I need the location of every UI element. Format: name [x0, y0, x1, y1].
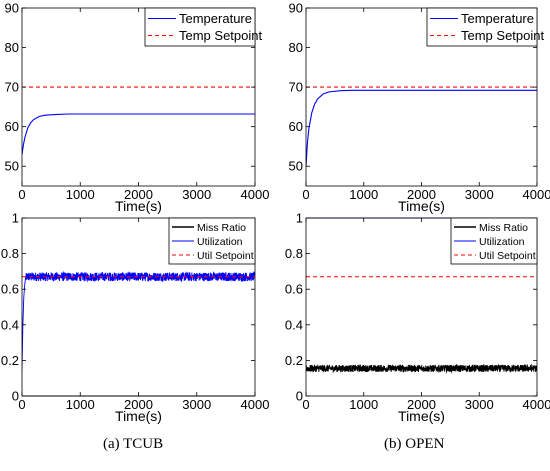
tcub-temp-xtick-label: 3000 [182, 187, 211, 202]
tcub-util-xlabel: Time(s) [115, 408, 162, 424]
tcub-temp-legend-box [144, 7, 256, 47]
tcub-util-ytick-label: 1 [12, 211, 19, 226]
tcub-util-legend-label: Utilization [197, 236, 243, 248]
open-util-ytick-label: 0 [296, 389, 303, 404]
open-temp-plot-area [306, 86, 537, 167]
open-temp-ytick-label: 90 [289, 1, 303, 16]
tcub-util-series-utilization [22, 270, 255, 370]
tcub-util-chart: 0 1000 2000 3000 4000 0 0.2 0.4 0.6 0.8 1 Time(s) Mi… [1, 211, 270, 425]
tcub-temp-ytick-label: 70 [5, 80, 19, 95]
open-temp-xtick-label: 4000 [523, 187, 550, 202]
tcub-temp-legend-label: Temperature [179, 11, 252, 26]
tcub-util-xtick-label: 0 [18, 397, 25, 412]
open-temp-xtick-label: 2000 [407, 187, 436, 202]
open-temp-ytick-label: 60 [289, 119, 303, 134]
open-util-xtick-label: 0 [302, 397, 309, 412]
tcub-temp-chart: 0 1000 2000 3000 4000 50 60 70 80 90 Time(s) Temper… [5, 1, 270, 215]
tcub-temp-xlabel: Time(s) [115, 198, 162, 214]
tcub-util-ytick-label: 0.8 [1, 246, 19, 261]
tcub-temp-ytick-label: 50 [5, 159, 19, 174]
open-temp-legend-box [426, 7, 538, 47]
open-util-ytick-label: 0.4 [285, 317, 303, 332]
tcub-temp-ytick-label: 60 [5, 119, 19, 134]
tcub-util-xtick-label: 1000 [66, 397, 95, 412]
caption-open: (b) OPEN [384, 436, 445, 452]
open-util-xlabel: Time(s) [398, 408, 445, 424]
open-temp-ytick-label: 80 [289, 40, 303, 55]
tcub-util-legend-label: Util Setpoint [197, 250, 254, 262]
tcub-temp-xtick-label: 4000 [241, 187, 270, 202]
tcub-temp-ytick-label: 80 [5, 40, 19, 55]
tcub-temp-ytick-label: 90 [5, 1, 19, 16]
tcub-util-ytick-label: 0.2 [1, 353, 19, 368]
open-temp-ytick-label: 70 [289, 80, 303, 95]
open-temp-series-temperature [306, 89, 537, 167]
open-util-series-miss-ratio [306, 363, 537, 374]
tcub-util-xtick-label: 2000 [124, 397, 153, 412]
open-util-ytick-label: 1 [296, 211, 303, 226]
open-temp-xtick-label: 0 [302, 187, 309, 202]
open-util-legend-label: Util Setpoint [479, 250, 536, 262]
tcub-util-legend-label: Miss Ratio [197, 222, 246, 234]
tcub-util-xtick-label: 4000 [241, 397, 270, 412]
open-util-legend-label: Utilization [479, 236, 525, 248]
open-util-ytick-label: 0.2 [285, 353, 303, 368]
open-util-xtick-label: 3000 [465, 397, 494, 412]
open-util-legend-label: Miss Ratio [479, 222, 528, 234]
tcub-util-ytick-label: 0.4 [1, 317, 19, 332]
open-util-ytick-label: 0.6 [285, 282, 303, 297]
open-util-xtick-label: 2000 [407, 397, 436, 412]
open-temp-xtick-label: 3000 [465, 187, 494, 202]
open-temp-xlabel: Time(s) [398, 198, 445, 214]
open-temp-chart: 0 1000 2000 3000 4000 50 60 70 80 90 Time(s) Temper… [289, 1, 550, 215]
tcub-temp-plot-area [22, 86, 255, 155]
tcub-temp-legend-label: Temp Setpoint [179, 28, 262, 43]
open-temp-xtick-label: 1000 [349, 187, 378, 202]
caption-tcub: (a) TCUB [103, 436, 164, 452]
open-temp-ytick-label: 50 [289, 159, 303, 174]
open-util-chart: 0 1000 2000 3000 4000 0 0.2 0.4 0.6 0.8 1 Time(s) Mi… [285, 211, 550, 425]
tcub-temp-series-temperature [22, 113, 255, 155]
tcub-temp-xtick-label: 1000 [66, 187, 95, 202]
open-util-xtick-label: 1000 [349, 397, 378, 412]
open-util-ytick-label: 0.8 [285, 246, 303, 261]
tcub-util-plot-area [22, 270, 255, 397]
tcub-temp-xtick-label: 0 [18, 187, 25, 202]
tcub-util-ytick-label: 0 [12, 389, 19, 404]
open-util-xtick-label: 4000 [523, 397, 550, 412]
open-temp-legend-label: Temp Setpoint [461, 28, 544, 43]
tcub-temp-xtick-label: 2000 [124, 187, 153, 202]
tcub-util-ytick-label: 0.6 [1, 282, 19, 297]
open-temp-legend-label: Temperature [461, 11, 534, 26]
tcub-util-xtick-label: 3000 [182, 397, 211, 412]
